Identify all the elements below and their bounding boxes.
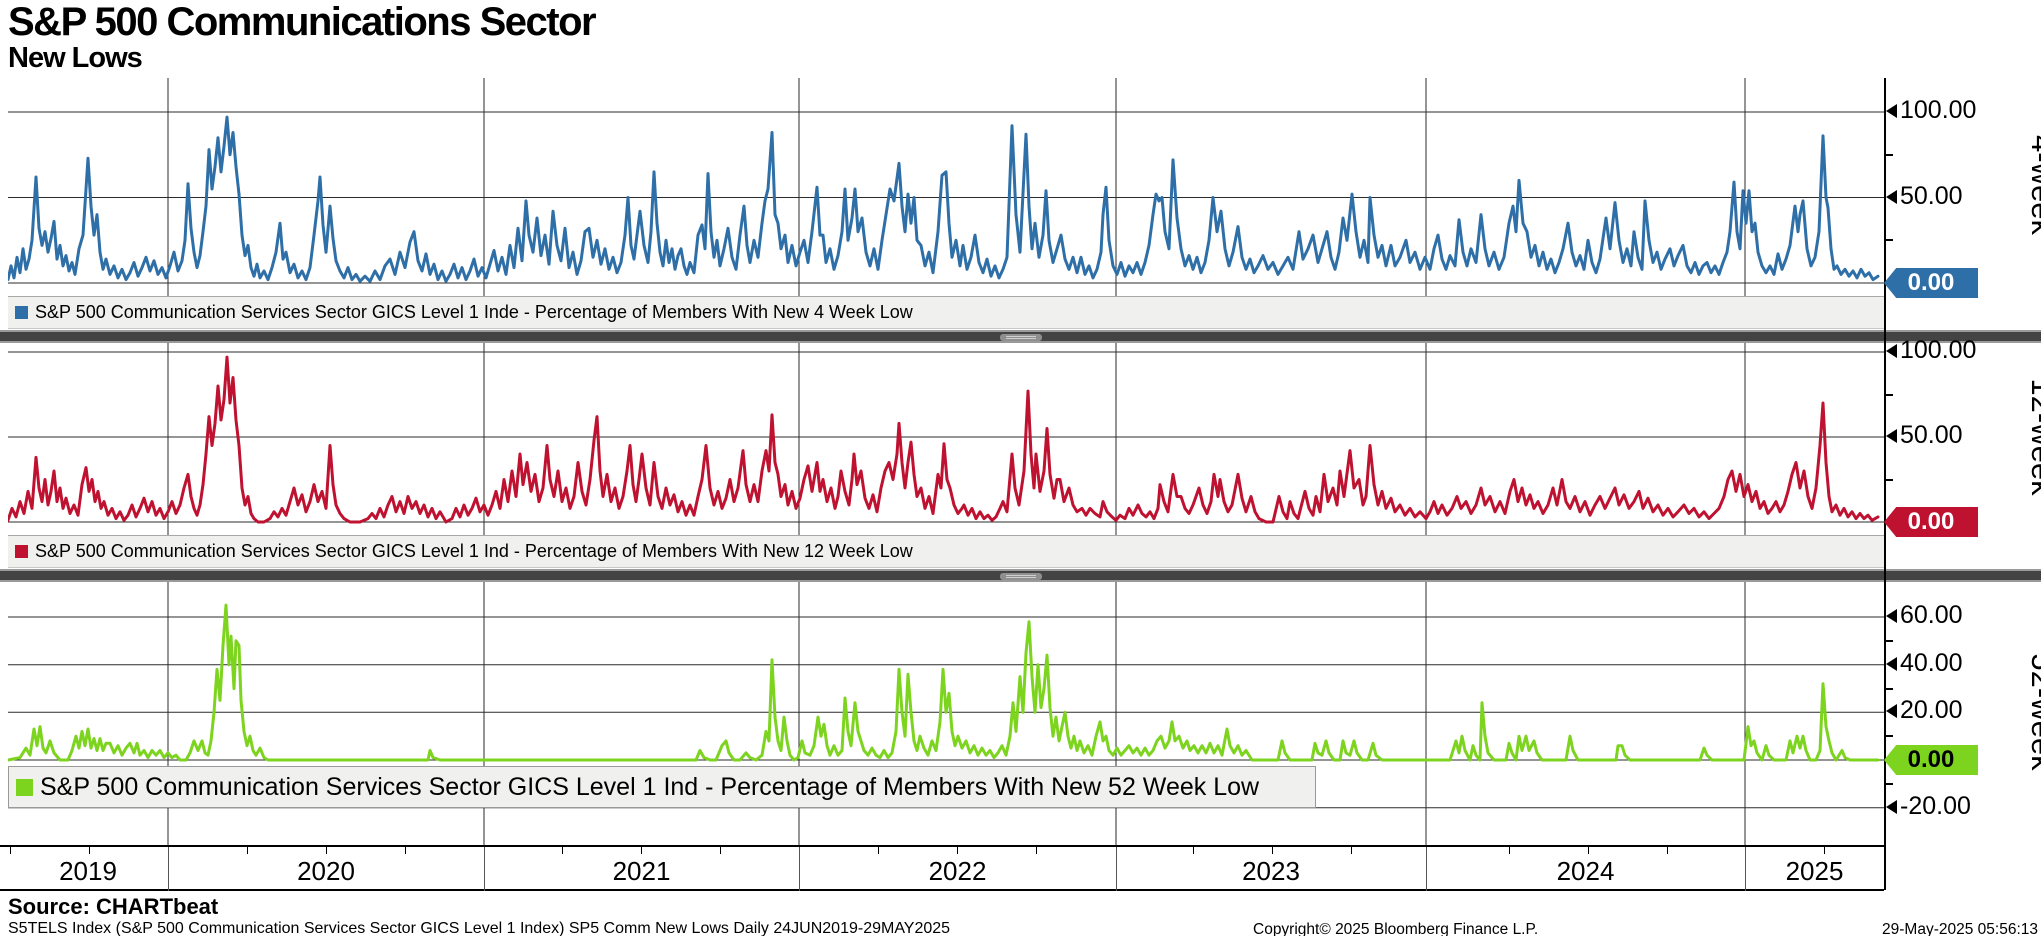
x-year-label: 2019 — [59, 856, 117, 886]
y-minor-tick — [1884, 153, 1893, 156]
x-year-label: 2021 — [612, 856, 671, 886]
legend-label: S&P 500 Communication Services Sector GI… — [35, 302, 913, 322]
y-tick-label: 100.00 — [1886, 336, 1976, 365]
tick-arrow-icon — [1886, 344, 1897, 358]
legend-52week: S&P 500 Communication Services Sector GI… — [8, 766, 1316, 808]
y-tick-label: 40.00 — [1886, 649, 1963, 678]
x-year-label: 2023 — [1242, 856, 1300, 886]
quarter-tick — [956, 847, 958, 854]
y-tick-label: 20.00 — [1886, 696, 1963, 725]
security-description: S5TELS Index (S&P 500 Communication Serv… — [8, 920, 951, 936]
y-tick-label: -20.00 — [1886, 792, 1971, 821]
tick-arrow-icon — [1886, 704, 1897, 719]
x-year-label: 2022 — [928, 856, 987, 886]
x-year-label: 2024 — [1556, 856, 1615, 886]
timestamp: 29-May-2025 05:56:13 — [1882, 921, 2038, 936]
quarter-tick — [246, 847, 248, 854]
tick-arrow-icon — [1886, 189, 1897, 204]
quarter-tick — [89, 847, 91, 854]
year-separator — [484, 847, 485, 891]
y-minor-tick — [1884, 393, 1893, 396]
quarter-tick — [1193, 847, 1195, 854]
y-minor-tick — [1884, 639, 1893, 642]
legend-swatch-green-icon — [16, 779, 33, 796]
y-minor-tick — [1884, 687, 1893, 690]
y-axis-line — [1884, 78, 1886, 890]
legend-swatch-red-icon — [15, 545, 28, 558]
year-separator — [1745, 847, 1746, 891]
source-label: Source: CHARTbeat — [8, 894, 219, 919]
x-year-label: 2020 — [297, 856, 355, 886]
legend-swatch-blue-icon — [15, 306, 28, 319]
tick-arrow-icon — [1886, 656, 1897, 671]
chart-panel-4week — [8, 78, 1884, 296]
chart-panel-52week — [8, 582, 1884, 845]
panel-resize-handle[interactable] — [1000, 573, 1042, 580]
last-value-badge: 0.00 — [1884, 268, 1978, 298]
year-separator — [1426, 847, 1427, 891]
tick-arrow-icon — [1886, 104, 1897, 118]
quarter-tick — [877, 847, 879, 854]
quarter-tick — [1824, 847, 1826, 854]
quarter-tick — [404, 847, 406, 854]
y-tick-label: 50.00 — [1886, 421, 1963, 450]
page-subtitle: New Lows — [8, 42, 143, 74]
quarter-tick — [1035, 847, 1037, 854]
quarter-tick — [1351, 847, 1353, 854]
last-value-badge: 0.00 — [1884, 745, 1978, 775]
year-separator — [168, 847, 169, 891]
tick-arrow-icon — [1886, 429, 1897, 443]
year-separator — [799, 847, 800, 891]
panel-axis-title: 12-week — [2025, 378, 2041, 496]
y-tick-label: 60.00 — [1886, 601, 1963, 630]
panel-axis-title: 4-week — [2025, 135, 2041, 235]
y-minor-tick — [1884, 478, 1893, 481]
quarter-tick — [1666, 847, 1668, 854]
y-minor-tick — [1884, 782, 1893, 785]
quarter-tick — [1587, 847, 1589, 854]
y-minor-tick — [1884, 735, 1893, 738]
legend-label: S&P 500 Communication Services Sector GI… — [35, 541, 913, 561]
panel-separator — [0, 569, 2041, 582]
quarter-tick — [1272, 847, 1274, 854]
panel-resize-handle[interactable] — [1000, 334, 1042, 341]
page-title: S&P 500 Communications Sector — [8, 0, 597, 44]
legend-12week: S&P 500 Communication Services Sector GI… — [8, 535, 1884, 568]
x-year-label: 2025 — [1785, 856, 1844, 886]
last-value-badge: 0.00 — [1884, 507, 1978, 537]
panel-separator — [0, 330, 2041, 343]
year-separator — [1116, 847, 1117, 891]
quarter-tick — [562, 847, 564, 854]
tick-arrow-icon — [1886, 609, 1897, 624]
x-axis: 2019 2020 2021 2022 2023 2024 2025 — [0, 845, 1884, 891]
legend-label: S&P 500 Communication Services Sector GI… — [40, 773, 1260, 801]
quarter-tick — [10, 847, 12, 854]
quarter-tick — [1508, 847, 1510, 854]
y-tick-label: 50.00 — [1886, 182, 1963, 211]
legend-4week: S&P 500 Communication Services Sector GI… — [8, 296, 1884, 329]
tick-arrow-icon — [1886, 799, 1897, 814]
quarter-tick — [641, 847, 643, 854]
quarter-tick — [325, 847, 327, 854]
quarter-tick — [720, 847, 722, 854]
panel-axis-title: 52-week — [2025, 652, 2041, 771]
y-minor-tick — [1884, 239, 1893, 242]
y-tick-label: 100.00 — [1886, 96, 1976, 125]
chart-panel-12week — [8, 343, 1884, 535]
copyright-notice: Copyright© 2025 Bloomberg Finance L.P. — [1253, 921, 1539, 936]
